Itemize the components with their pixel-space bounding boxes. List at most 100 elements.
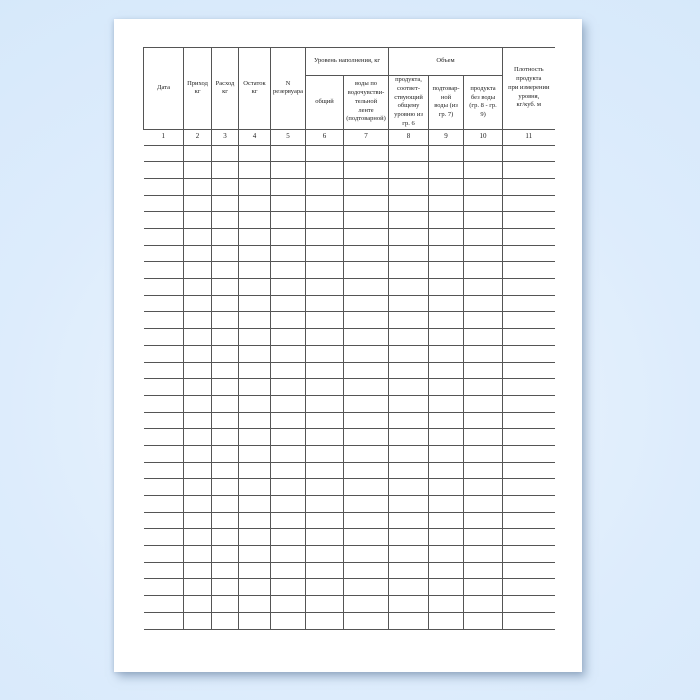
empty-cell [463,595,504,613]
empty-cell [342,228,390,246]
empty-cell [463,278,504,296]
empty-cell [502,378,555,396]
empty-cell [502,561,555,580]
empty-cell [305,378,344,396]
empty-cell [388,177,430,196]
empty-cell [502,511,555,530]
empty-cell [183,495,212,513]
empty-cell [463,144,504,163]
empty-cell [211,344,239,363]
empty-cell [211,411,239,430]
empty-cell [388,394,430,413]
empty-cell [270,344,306,363]
empty-cell [502,344,555,363]
empty-cell [143,428,184,446]
empty-cell [211,194,239,213]
empty-cell [143,311,184,330]
empty-cell [238,161,271,179]
header-row-groups: Дата Приход кг Расход кг Остаток кг N ре… [143,47,555,130]
empty-cell [428,478,465,497]
empty-cell [342,611,390,630]
empty-cell [305,511,344,530]
empty-cell [342,495,390,513]
empty-cell [305,211,344,230]
header-group-fill-level: Уровень наполнения, кг [304,47,390,76]
empty-cell [211,211,239,230]
empty-cell [463,244,504,263]
empty-cell [270,495,306,513]
empty-cell [211,161,239,179]
empty-cell [143,278,184,296]
empty-cell [270,478,306,497]
empty-cell [183,294,212,313]
empty-cell [388,444,430,463]
empty-cell [238,211,271,230]
empty-cell [305,328,344,346]
empty-data-row [143,545,555,563]
empty-cell [211,177,239,196]
empty-cell [143,495,184,513]
empty-cell [388,294,430,313]
header-group-volume: Объем [388,47,504,76]
empty-cell [183,328,212,346]
empty-data-rows [143,144,555,630]
empty-cell [183,461,212,480]
empty-cell [183,378,212,396]
empty-cell [238,278,271,296]
empty-cell [342,261,390,280]
empty-cell [502,595,555,613]
empty-cell [270,144,306,163]
empty-cell [388,545,430,563]
empty-cell [463,161,504,179]
empty-cell [502,311,555,330]
empty-cell [388,561,430,580]
empty-cell [428,511,465,530]
header-level-water-tape: воды по водочувстви- тельной ленте (подт… [342,75,390,130]
empty-data-row [143,611,555,630]
empty-cell [428,177,465,196]
empty-cell [183,561,212,580]
empty-data-row [143,311,555,330]
empty-cell [463,511,504,530]
empty-cell [305,194,344,213]
empty-data-row [143,361,555,380]
empty-cell [238,411,271,430]
header-tank-number: N резервуара [270,47,306,130]
empty-data-row [143,228,555,246]
empty-cell [342,478,390,497]
empty-cell [305,444,344,463]
empty-cell [428,294,465,313]
empty-data-row [143,478,555,497]
empty-data-row [143,344,555,363]
empty-cell [305,528,344,547]
empty-cell [238,328,271,346]
empty-cell [305,561,344,580]
empty-cell [463,378,504,396]
empty-cell [502,478,555,497]
empty-cell [143,161,184,179]
empty-cell [342,294,390,313]
empty-cell [428,394,465,413]
empty-cell [211,378,239,396]
header-volume-product-no-water: продукта без воды (гр. 8 - гр. 9) [463,75,504,130]
empty-cell [270,595,306,613]
empty-cell [502,161,555,179]
empty-cell [143,261,184,280]
empty-cell [502,144,555,163]
empty-cell [183,545,212,563]
empty-cell [143,294,184,313]
empty-cell [238,177,271,196]
empty-cell [502,611,555,630]
empty-cell [502,294,555,313]
empty-cell [502,528,555,547]
empty-cell [305,244,344,263]
empty-cell [388,361,430,380]
empty-cell [342,394,390,413]
column-number: 11 [502,128,555,146]
empty-data-row [143,595,555,613]
header-volume-bottom-water: подтовар- ной воды (из гр. 7) [428,75,465,130]
empty-cell [183,411,212,430]
empty-cell [428,328,465,346]
empty-cell [183,194,212,213]
empty-cell [270,444,306,463]
